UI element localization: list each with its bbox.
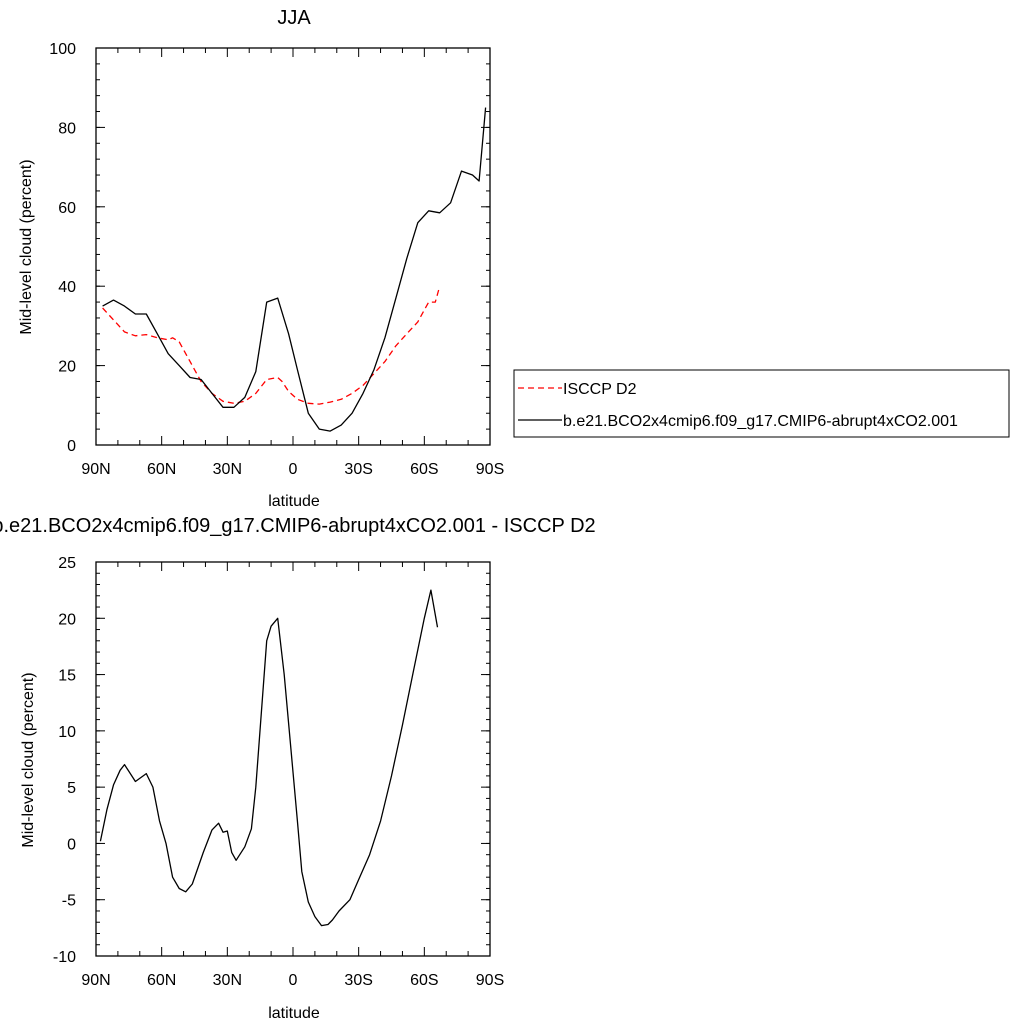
bottom-panel: b.e21.BCO2x4cmip6.f09_g17.CMIP6-abrupt4x… (0, 515, 596, 1022)
top-x-tick-label: 60N (147, 461, 176, 478)
bottom-series-line-0 (99, 589, 439, 927)
bottom-plot-area: 90N 60N 30N 0 30S 60S 90S -10 -5 0 5 10 15 20 25 (53, 555, 504, 989)
top-y-tick-label: 40 (58, 279, 76, 296)
top-y-axis-label: Mid-level cloud (percent) (18, 159, 35, 334)
top-panel: JJA 90N 60N 30N 0 30S 60S 90S 0 20 40 60 80 100 lati… (18, 7, 1010, 510)
bottom-x-tick-label: 30S (344, 972, 372, 989)
top-x-tick-label: 60S (410, 461, 438, 478)
bottom-x-tick-label: 30N (213, 972, 242, 989)
bottom-x-tick-label: 60N (147, 972, 176, 989)
top-x-tick-label: 0 (289, 461, 298, 478)
bottom-x-tick-label: 0 (289, 972, 298, 989)
top-x-axis-label: latitude (268, 493, 320, 510)
bottom-y-axis-label: Mid-level cloud (percent) (20, 672, 37, 847)
top-series-line-0 (102, 286, 441, 405)
top-y-tick-label: 0 (67, 438, 76, 455)
top-series-line-1 (102, 107, 487, 432)
top-x-tick-label: 30S (344, 461, 372, 478)
bottom-chart-title: b.e21.BCO2x4cmip6.f09_g17.CMIP6-abrupt4x… (0, 515, 596, 537)
legend-box (513, 369, 1010, 438)
top-plot-area: 90N 60N 30N 0 30S 60S 90S 0 20 40 60 80 100 (49, 41, 504, 478)
top-y-tick-label: 60 (58, 200, 76, 217)
bottom-y-tick-label: 0 (67, 836, 76, 853)
legend-label-model: b.e21.BCO2x4cmip6.f09_g17.CMIP6-abrupt4x… (563, 413, 958, 430)
top-y-tick-label: 20 (58, 359, 76, 376)
bottom-y-tick-label: 20 (58, 611, 76, 628)
bottom-x-tick-label: 90S (476, 972, 504, 989)
top-plot-frame (95, 47, 491, 446)
top-y-tick-label: 100 (49, 41, 76, 58)
bottom-y-tick-label: 15 (58, 668, 76, 685)
top-y-tick-label: 80 (58, 120, 76, 137)
top-x-tick-label: 90S (476, 461, 504, 478)
top-x-tick-label: 30N (213, 461, 242, 478)
bottom-y-tick-label: -5 (62, 893, 76, 910)
top-x-tick-label: 90N (81, 461, 110, 478)
bottom-x-axis-label: latitude (268, 1005, 320, 1022)
bottom-x-tick-label: 60S (410, 972, 438, 989)
bottom-plot-frame (95, 561, 491, 957)
bottom-y-tick-label: 25 (58, 555, 76, 572)
bottom-y-tick-label: 10 (58, 724, 76, 741)
top-chart-title: JJA (277, 7, 311, 29)
bottom-y-tick-label: -10 (53, 949, 76, 966)
top-legend: ISCCP D2 b.e21.BCO2x4cmip6.f09_g17.CMIP6… (513, 369, 1010, 438)
bottom-x-tick-label: 90N (81, 972, 110, 989)
legend-label-isccp: ISCCP D2 (563, 381, 637, 398)
bottom-y-tick-label: 5 (67, 780, 76, 797)
